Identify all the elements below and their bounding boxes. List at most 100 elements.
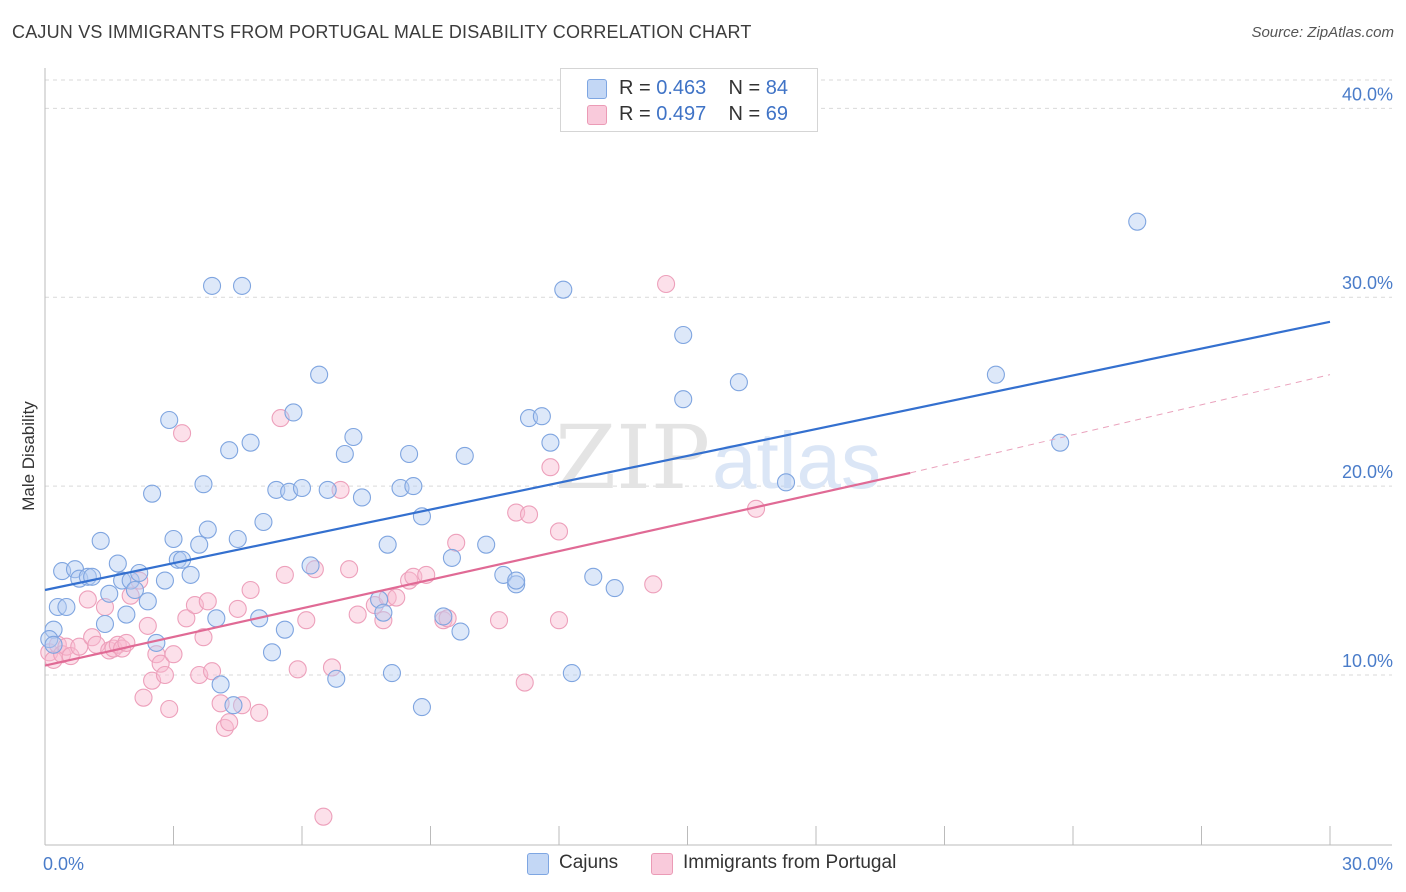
bottom-legend-swatch-portugal (651, 853, 673, 875)
point-cajuns (451, 622, 470, 641)
legend: R = 0.463 N = 84 R = 0.497 N = 69 (560, 68, 818, 132)
point-portugal (387, 588, 406, 607)
point-cajuns (532, 407, 551, 426)
point-portugal (657, 274, 676, 294)
point-portugal (160, 699, 179, 719)
point-cajuns (130, 563, 149, 583)
legend-r-value: 0.497 (656, 103, 707, 125)
point-cajuns (211, 675, 230, 694)
x-tick-label: 30.0% (1342, 854, 1393, 874)
point-cajuns (160, 410, 179, 430)
point-portugal (177, 609, 196, 628)
point-cajuns (729, 373, 748, 392)
point-cajuns (477, 535, 496, 554)
watermark-zip: ZIP (555, 406, 710, 509)
legend-r-label: R = (619, 77, 651, 99)
point-cajuns (674, 325, 693, 345)
point-cajuns (275, 620, 294, 639)
point-portugal (138, 616, 157, 635)
point-portugal (519, 505, 539, 524)
point-cajuns (164, 529, 183, 549)
watermark-atlas: atlas (712, 416, 881, 505)
legend-r-label: R = (619, 103, 651, 125)
source-label: Source: ZipAtlas.com (1251, 24, 1394, 41)
point-cajuns (541, 433, 560, 452)
point-cajuns (292, 478, 312, 498)
point-portugal (644, 575, 663, 594)
legend-r-value: 0.463 (656, 77, 707, 99)
point-portugal (275, 565, 294, 584)
trend-lines (44, 320, 1331, 667)
point-cajuns (232, 276, 252, 295)
point-portugal (297, 611, 316, 630)
point-portugal (515, 673, 534, 692)
point-portugal (250, 703, 269, 722)
point-cajuns (108, 554, 127, 573)
y-tick-label: 20.0% (1342, 462, 1393, 482)
point-cajuns (507, 571, 526, 590)
point-portugal (549, 522, 569, 541)
point-cajuns (91, 531, 110, 550)
point-portugal (173, 424, 192, 443)
point-cajuns (203, 276, 222, 295)
point-cajuns (57, 597, 76, 617)
point-portugal (151, 654, 170, 673)
legend-n-value: 84 (765, 77, 789, 99)
point-cajuns (327, 669, 346, 688)
tick-labels: 10.0% 20.0% 30.0% 40.0% 0.0% 30.0% (43, 84, 1393, 874)
y-tick-label: 40.0% (1342, 84, 1393, 104)
x-tick-label: 0.0% (43, 854, 84, 874)
point-cajuns (224, 696, 243, 715)
point-cajuns (335, 444, 354, 464)
series-cajuns (40, 212, 1147, 717)
point-portugal (194, 628, 213, 647)
point-cajuns (138, 592, 157, 611)
point-cajuns (220, 441, 239, 460)
point-cajuns (1128, 212, 1147, 231)
point-cajuns (262, 643, 282, 662)
y-tick-label: 10.0% (1342, 651, 1393, 671)
chart-title: CAJUN VS IMMIGRANTS FROM PORTUGAL MALE D… (12, 22, 752, 42)
point-cajuns (507, 575, 526, 594)
point-cajuns (674, 390, 693, 409)
point-portugal (447, 533, 466, 552)
bottom-legend-label-cajuns: Cajuns (559, 852, 619, 873)
series-portugal (40, 274, 766, 826)
point-portugal (288, 660, 307, 679)
point-cajuns (228, 529, 247, 549)
point-cajuns (207, 609, 226, 628)
point-portugal (228, 599, 247, 618)
trend-line-portugal-extension (910, 374, 1331, 474)
legend-swatch-cajuns (587, 79, 607, 99)
point-portugal (489, 611, 509, 630)
point-portugal (155, 665, 174, 685)
legend-n-value: 69 (765, 103, 789, 125)
point-cajuns (117, 605, 136, 624)
point-cajuns (44, 620, 63, 639)
point-cajuns (562, 664, 581, 683)
point-cajuns (378, 535, 397, 554)
point-portugal (134, 688, 153, 707)
point-portugal (241, 580, 260, 600)
point-portugal (549, 611, 569, 630)
point-cajuns (374, 603, 393, 622)
bottom-legend-swatch-cajuns (527, 853, 549, 875)
bottom-legend-label-portugal: Immigrants from Portugal (683, 852, 897, 873)
point-cajuns (100, 584, 119, 603)
trend-line-cajuns (44, 320, 1331, 592)
legend-swatch-portugal (587, 105, 607, 125)
point-cajuns (194, 475, 213, 494)
point-cajuns (352, 488, 372, 507)
point-cajuns (143, 484, 162, 503)
axes (44, 68, 1392, 846)
point-cajuns (95, 614, 115, 634)
point-cajuns (125, 580, 144, 600)
point-cajuns (301, 556, 320, 575)
point-portugal (164, 645, 183, 664)
point-cajuns (434, 607, 453, 626)
point-cajuns (284, 403, 303, 422)
point-cajuns (1051, 433, 1070, 452)
point-cajuns (254, 512, 273, 532)
point-cajuns (986, 365, 1005, 384)
point-portugal (331, 480, 350, 499)
